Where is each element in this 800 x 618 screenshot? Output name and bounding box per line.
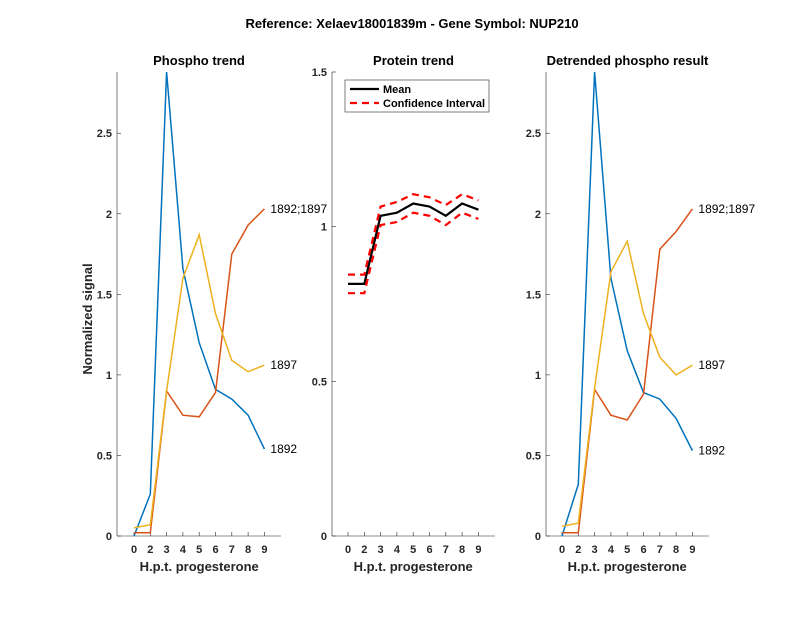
y-tick-label: 0.5	[526, 450, 541, 462]
y-tick-label: 1	[535, 370, 541, 382]
legend-entry: Mean	[383, 84, 411, 96]
y-tick-label: 2.5	[97, 128, 112, 140]
y-axis-label: Normalized signal	[80, 263, 95, 374]
x-tick-label: 7	[229, 544, 235, 556]
legend-entry: Confidence Interval	[383, 98, 485, 110]
x-tick-label: 0	[559, 544, 565, 556]
series-end-label: 1892;1897	[270, 202, 327, 216]
x-tick-label: 5	[410, 544, 416, 556]
panel-title: Protein trend	[373, 53, 454, 68]
y-tick-label: 0	[321, 531, 327, 543]
figure-title: Reference: Xelaev18001839m - Gene Symbol…	[245, 16, 578, 31]
y-tick-label: 1.5	[97, 289, 112, 301]
legend: Mean Confidence Interval	[344, 79, 490, 113]
x-tick-label: 6	[426, 544, 432, 556]
series-end-label: 1897	[270, 358, 297, 372]
x-tick-label: 6	[212, 544, 218, 556]
series-end-label: 1897	[698, 358, 725, 372]
x-tick-label: 2	[575, 544, 581, 556]
series-end-label: 1892	[698, 444, 725, 458]
series-line-ci-upper	[348, 192, 479, 276]
x-tick-label: 5	[624, 544, 630, 556]
x-axis-label: H.p.t. progesterone	[568, 559, 687, 574]
panel-title: Detrended phospho result	[547, 53, 709, 68]
legend-box	[344, 79, 490, 113]
x-tick-label: 7	[657, 544, 663, 556]
x-tick-label: 3	[164, 544, 170, 556]
y-tick-label: 2.5	[526, 128, 541, 140]
y-tick-label: 0	[106, 531, 112, 543]
x-tick-label: 2	[147, 544, 153, 556]
series-line-1897	[561, 239, 693, 528]
x-tick-label: 3	[592, 544, 598, 556]
x-tick-label: 8	[245, 544, 251, 556]
panel-title: Phospho trend	[153, 53, 245, 68]
x-tick-label: 9	[475, 544, 481, 556]
x-tick-label: 4	[394, 544, 401, 556]
y-tick-label: 2	[535, 209, 541, 221]
x-tick-label: 8	[459, 544, 465, 556]
series-line-1897	[133, 232, 265, 529]
x-tick-label: 0	[345, 544, 351, 556]
series-end-label: 1892;1897	[698, 202, 755, 216]
y-tick-label: 0.5	[97, 450, 112, 462]
series-end-label: 1892	[270, 442, 297, 456]
series-line-1892	[561, 71, 694, 537]
x-tick-label: 9	[689, 544, 695, 556]
x-tick-label: 0	[131, 544, 137, 556]
x-tick-label: 4	[180, 544, 187, 556]
y-tick-label: 0.5	[312, 376, 327, 388]
y-tick-label: 0	[535, 531, 541, 543]
x-tick-label: 6	[640, 544, 646, 556]
x-tick-label: 5	[196, 544, 202, 556]
x-tick-label: 8	[673, 544, 679, 556]
x-tick-label: 3	[378, 544, 384, 556]
x-tick-label: 2	[361, 544, 367, 556]
series-line-ci-lower	[348, 211, 479, 295]
x-axis-label: H.p.t. progesterone	[140, 559, 259, 574]
y-tick-label: 1	[321, 222, 327, 234]
x-tick-label: 9	[261, 544, 267, 556]
y-tick-label: 2	[106, 209, 112, 221]
series-line-1892-1897	[134, 208, 265, 534]
x-axis-label: H.p.t. progesterone	[354, 559, 473, 574]
series-line-1892	[133, 71, 266, 537]
y-tick-label: 1.5	[526, 289, 541, 301]
x-tick-label: 4	[608, 544, 615, 556]
series-line-mean	[348, 202, 479, 285]
y-tick-label: 1.5	[312, 67, 327, 79]
x-tick-label: 7	[443, 544, 449, 556]
y-tick-label: 1	[106, 370, 112, 382]
